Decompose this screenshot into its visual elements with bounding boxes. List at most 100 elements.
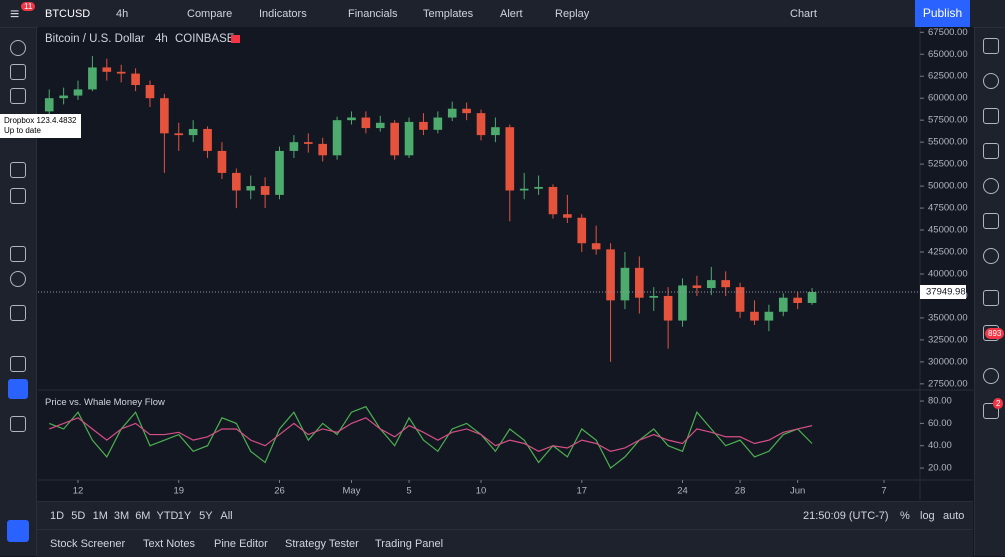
ruler-tool[interactable] [10,246,26,262]
data-window[interactable] [983,143,999,159]
news[interactable] [983,108,999,124]
candle-body [764,311,774,321]
lock-tool[interactable] [10,356,26,372]
ideas[interactable] [983,248,999,264]
notifications[interactable] [983,403,999,419]
candle-body [750,311,759,321]
x-tick-label: 19 [173,486,184,497]
y-tick-label: 40000.00 [928,268,968,279]
candle-body [203,128,212,151]
candle-body [419,121,428,130]
alerts[interactable] [983,73,999,89]
fib-tool[interactable] [10,88,26,104]
y-tick-label: 47500.00 [928,203,968,214]
candle-body [347,117,356,121]
chat[interactable] [983,290,999,306]
badge: 893 [985,328,1005,339]
x-tick-label: 12 [73,486,84,497]
x-tick-label: Jun [790,486,805,497]
percent[interactable]: % [900,510,910,522]
indicators[interactable]: Indicators [259,8,307,20]
candle-body [807,291,817,303]
tooltip-status: Up to date [4,126,41,135]
x-tick-label: 28 [735,486,746,497]
candle-body [462,108,471,114]
x-tick-label: 5 [406,486,411,497]
candle-body [260,186,270,195]
y-tick-label: 60.00 [928,418,952,429]
candle-body [160,98,169,134]
y-tick-label: 60000.00 [928,93,968,104]
pattern-tool[interactable] [10,162,26,178]
candle-body [73,89,83,96]
trash-tool[interactable] [10,416,26,432]
hotlist[interactable] [983,178,999,194]
tooltip-title: Dropbox 123.4.4832 [4,116,77,125]
zoom-tool[interactable] [10,271,26,287]
line-tool[interactable] [10,64,26,80]
publish-button[interactable]: Publish [915,0,970,27]
candle-body [663,295,673,321]
legend-exchange: COINBASE [175,33,235,45]
y-tick-label: 20.00 [928,463,952,474]
range-button[interactable]: 1M [92,510,108,522]
y-tick-label: 67500.00 [928,27,968,38]
candle-body [778,297,788,312]
y-tick-label: 30000.00 [928,356,968,367]
range-button[interactable]: 6M [135,510,151,522]
tab[interactable]: Pine Editor [214,538,268,550]
left-toolbar [0,28,37,556]
candle-body [649,295,659,298]
financials[interactable]: Financials [348,8,398,20]
broadcast[interactable] [983,368,999,384]
candle-body [404,121,414,156]
calendar[interactable] [983,213,999,229]
crosshair-tool[interactable] [10,40,26,56]
alert[interactable]: Alert [500,8,523,20]
compare[interactable]: Compare [187,8,233,20]
y-tick-label: 52500.00 [928,159,968,170]
interval[interactable]: 4h [116,8,129,20]
candle-body [620,267,630,301]
range-button[interactable]: 5D [71,510,86,522]
range-button[interactable]: 3M [113,510,130,522]
prediction-tool[interactable] [10,188,26,204]
watchlist[interactable] [983,38,999,54]
range-button[interactable]: YTD [156,510,179,522]
flag [231,35,240,43]
x-tick-label: 26 [274,486,285,497]
candle-body [606,249,615,301]
auto[interactable]: auto [943,510,965,522]
y-tick-label: 32500.00 [928,334,968,345]
tab[interactable]: Stock Screener [50,538,126,550]
candle-body [491,127,500,136]
favorites[interactable] [7,520,29,542]
magnet-tool[interactable] [10,305,26,321]
menu[interactable]: ≡ [10,6,20,23]
candle-body [721,280,731,288]
candle-body [102,67,112,72]
range-button[interactable]: 1Y [177,510,192,522]
candle-body [217,150,227,173]
badge: 11 [21,2,36,11]
range-button[interactable]: 5Y [199,510,213,522]
top-toolbar: ≡ 11 BTCUSD 4h Compare Indicators Financ… [0,0,1005,28]
templates[interactable]: Templates [423,8,474,20]
hide-tool[interactable] [8,379,28,399]
replay[interactable]: Replay [555,8,590,20]
tab[interactable]: Text Notes [143,538,195,550]
symbol[interactable]: BTCUSD [45,8,91,20]
layout[interactable]: Chart [790,8,817,20]
tab[interactable]: Strategy Tester [285,538,359,550]
y-tick-label: 35000.00 [928,312,968,323]
candle-body [706,280,716,289]
tab[interactable]: Trading Panel [375,538,444,550]
log[interactable]: log [920,510,935,522]
candle-body [188,128,198,136]
candle-body [678,285,687,321]
range-button[interactable]: All [220,510,233,522]
candle-body [44,98,54,112]
candle-body [591,243,601,250]
range-button[interactable]: 1D [50,510,65,522]
